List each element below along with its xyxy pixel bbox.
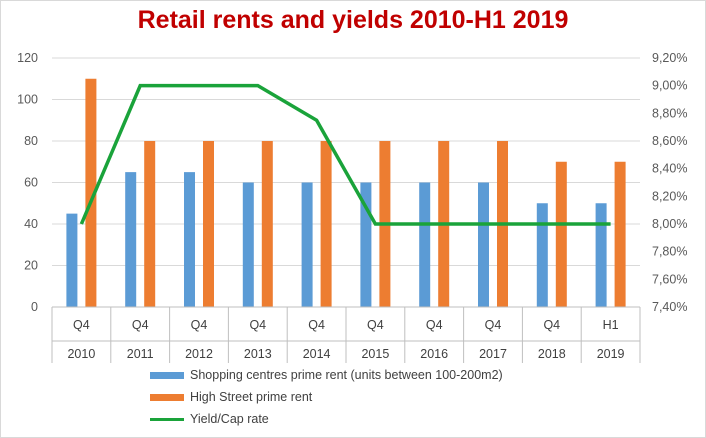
x-tick-year: 2017 [479,347,507,361]
bar-shopping-centres [360,182,372,307]
legend-item-yield: Yield/Cap rate [150,408,503,430]
bar-shopping-centres [595,203,607,307]
x-tick-year: 2010 [67,347,95,361]
y-right-tick-label: 7,80% [652,245,687,259]
x-tick-period: Q4 [426,318,443,332]
y-right-tick-label: 8,60% [652,134,687,148]
y-left-tick-label: 60 [24,176,38,190]
bar-high-street [614,161,626,307]
bar-shopping-centres [66,213,78,307]
y-right-tick-label: 7,60% [652,272,687,286]
bar-shopping-centres [125,172,137,307]
x-tick-period: Q4 [132,318,149,332]
x-tick-period: Q4 [485,318,502,332]
chart-title: Retail rents and yields 2010-H1 2019 [137,6,569,34]
y-right-tick-label: 7,40% [652,300,687,314]
legend-label-yield: Yield/Cap rate [190,412,269,426]
bar-shopping-centres [419,182,431,307]
bar-high-street [144,141,156,307]
y-left-tick-label: 40 [24,217,38,231]
x-tick-period: H1 [603,318,619,332]
x-tick-period: Q4 [73,318,90,332]
bar-high-street [85,78,97,307]
x-tick-period: Q4 [308,318,325,332]
y-left-tick-label: 0 [31,300,38,314]
y-right-tick-label: 8,40% [652,162,687,176]
bar-shopping-centres [301,182,313,307]
line-yield-cap-rate [79,83,611,226]
x-tick-year: 2011 [127,347,154,361]
bar-high-street [203,141,214,307]
x-tick-year: 2016 [420,347,448,361]
y-left-tick-label: 120 [17,51,38,65]
bar-shopping-centres [478,182,489,307]
legend-swatch-high-street [150,393,184,401]
x-tick-year: 2019 [597,347,625,361]
y-right-tick-label: 9,00% [652,79,687,93]
bar-shopping-centres [242,182,254,307]
x-tick-year: 2013 [244,347,272,361]
y-left-tick-label: 100 [17,93,38,107]
x-tick-period: Q4 [191,318,208,332]
bar-shopping-centres [536,203,548,307]
y-right-tick-label: 8,00% [652,217,687,231]
x-tick-period: Q4 [543,318,560,332]
x-tick-year: 2015 [361,347,389,361]
bar-high-street [320,141,332,307]
y-left-tick-label: 80 [24,134,38,148]
legend-item-shopping-centres: Shopping centres prime rent (units betwe… [150,364,503,386]
legend-swatch-yield [150,417,184,421]
legend-swatch-shopping-centres [150,371,184,379]
legend-label-shopping-centres: Shopping centres prime rent (units betwe… [190,368,503,382]
legend-label-high-street: High Street prime rent [190,390,313,404]
x-tick-period: Q4 [249,318,266,332]
y-left-tick-label: 20 [24,259,38,273]
y-right-tick-label: 8,80% [652,106,687,120]
bar-high-street [261,141,273,307]
x-tick-year: 2012 [185,347,213,361]
x-tick-year: 2018 [538,347,566,361]
x-tick-period: Q4 [367,318,384,332]
y-right-tick-label: 8,20% [652,189,687,203]
x-tick-year: 2014 [303,347,331,361]
y-right-tick-label: 9,20% [652,51,687,65]
chart-legend: Shopping centres prime rent (units betwe… [150,364,503,430]
bar-high-street [555,161,567,307]
bar-shopping-centres [184,172,195,307]
legend-item-high-street: High Street prime rent [150,386,503,408]
